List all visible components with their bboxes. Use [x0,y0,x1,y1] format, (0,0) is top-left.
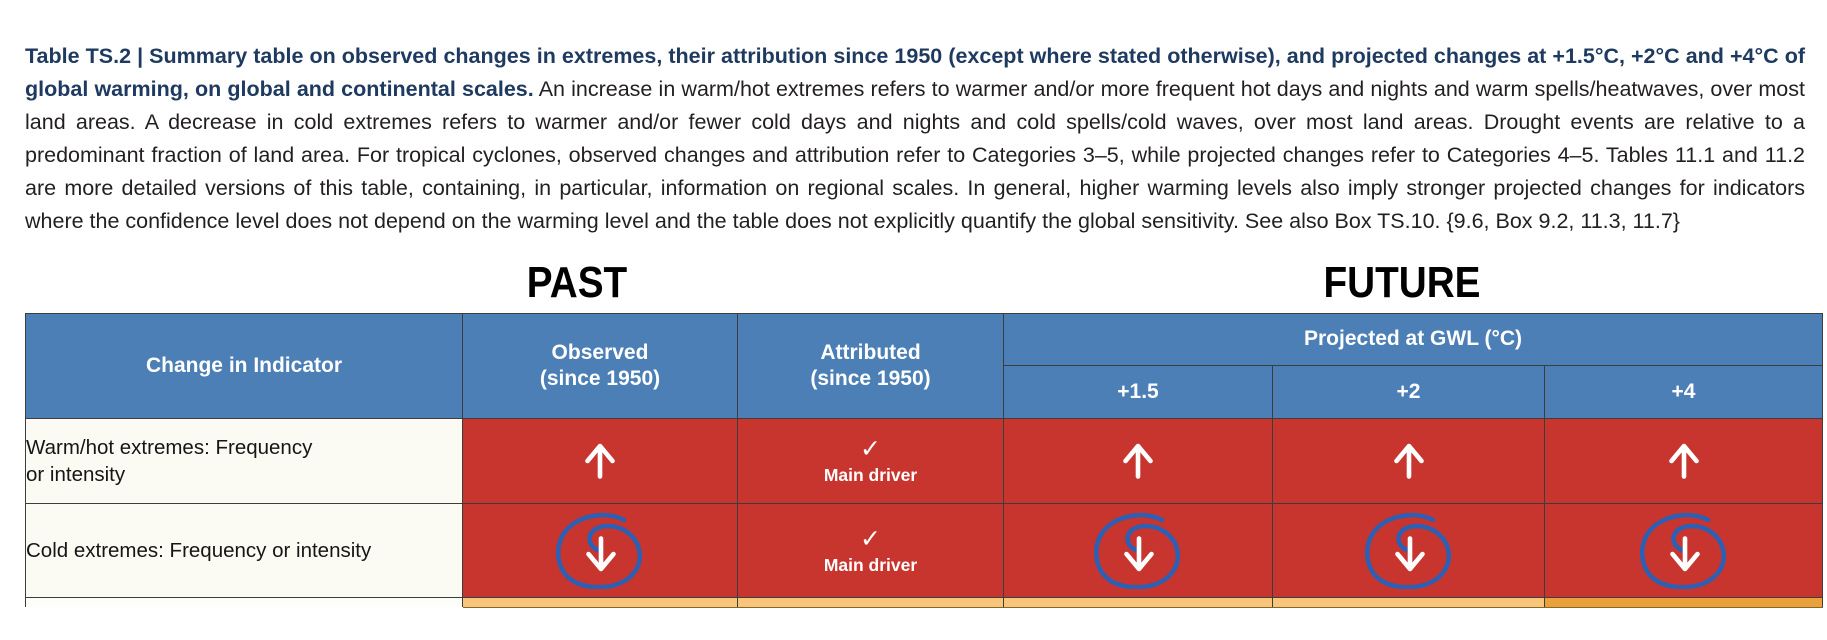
up-arrow-icon [585,443,615,479]
col-header-label: +4 [1671,379,1696,403]
col-header-change-in-indicator: Change in Indicator [25,313,463,419]
up-arrow-icon [1668,443,1699,479]
partial-cell [25,597,463,608]
col-header-label: +1.5 [1117,379,1159,403]
past-label: PAST [526,258,628,307]
col-header-sublabel: (since 1950) [539,367,661,390]
partial-cell [1272,597,1545,608]
partial-cell [1543,597,1824,608]
partial-cell [462,597,738,608]
hand-drawn-circle-icon [1364,512,1451,589]
col-header-label: Observed [551,340,649,364]
table-row: Cold extremes: Frequency or intensity ✓ M… [25,503,1824,598]
main-driver-label: Main driver [823,554,918,575]
circled-annotation [1361,512,1457,589]
col-header-projected-gwl: Projected at GWL (°C) [1002,313,1824,366]
table-header: Change in Indicator Observed (since 1950… [25,313,1824,419]
partial-cell [737,597,1004,608]
circled-annotation [552,512,648,589]
indicator-cell: Cold extremes: Frequency or intensity [25,503,463,598]
header-row-1: Change in Indicator Observed (since 1950… [25,313,1824,419]
col-header-label: Attributed [820,340,921,364]
table-caption: Table TS.2 | Summary table on observed c… [25,40,1805,238]
up-arrow-icon [1394,535,1425,571]
indicator-text: Warm/hot extremes: Frequency [26,435,313,459]
table-row: Warm/hot extremes: Frequency or intensity… [25,418,1824,504]
up-arrow-icon [1393,443,1424,479]
projected-gwl-cell-1 [1272,418,1545,504]
up-arrow-icon [1669,535,1700,571]
caption-body: An increase in warm/hot extremes refers … [25,76,1805,233]
summary-table: Change in Indicator Observed (since 1950… [25,313,1824,608]
indicator-cell: Warm/hot extremes: Frequency or intensity [25,418,463,504]
up-arrow-icon [586,535,616,571]
partial-cell [1003,597,1273,608]
col-header-sublabel: (since 1950) [810,367,931,390]
table-row-partial [25,597,1824,608]
hand-drawn-circle-icon [1093,512,1180,589]
col-header-attributed: Attributed (since 1950) [737,313,1004,419]
check-icon: ✓ [860,524,881,553]
circled-annotation [1090,512,1186,589]
circled-annotation [1636,512,1732,589]
col-header-gwl-plus-2: +2 [1272,365,1545,419]
projected-gwl-cell-2 [1543,418,1824,504]
table-body: Warm/hot extremes: Frequency or intensity… [25,418,1824,608]
projected-gwl-cell-1 [1272,503,1545,598]
indicator-text: or intensity [26,463,126,486]
attributed-cell: ✓ Main driver [737,503,1004,598]
hand-drawn-circle-icon [1639,512,1726,589]
col-header-gwl-plus-4: +4 [1543,365,1824,419]
attributed-cell: ✓ Main driver [737,418,1004,504]
observed-cell [462,503,738,598]
projected-gwl-cell-0 [1003,503,1273,598]
observed-cell [462,418,738,504]
col-header-label: +2 [1396,379,1421,403]
col-header-gwl-plus-1-5: +1.5 [1003,365,1273,419]
caption-title: Table TS.2 | Summary table on observed c… [25,43,1805,101]
indicator-text: Cold extremes: Frequency or intensity [26,538,372,562]
up-arrow-icon [1123,443,1153,479]
projected-gwl-cell-0 [1003,418,1273,504]
hand-drawn-circle-icon [555,512,642,589]
col-header-observed: Observed (since 1950) [462,313,738,419]
projected-gwl-cell-2 [1543,503,1824,598]
col-header-label: Change in Indicator [145,353,342,377]
up-arrow-icon [1124,535,1154,571]
future-label: FUTURE [1323,258,1481,307]
main-driver-label: Main driver [823,465,918,485]
header-row-2: +1.5 +2 +4 [26,365,1824,419]
col-header-label: Projected at GWL (°C) [1304,327,1523,351]
check-icon: ✓ [860,435,881,463]
